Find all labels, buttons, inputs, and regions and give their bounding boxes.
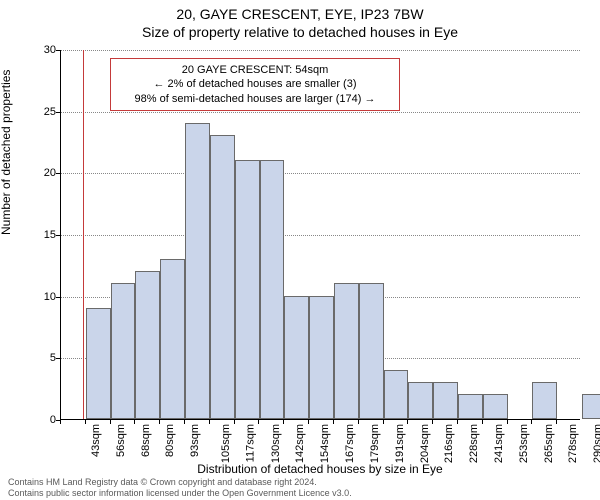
x-tick-label: 130sqm [270,424,282,463]
x-tick-label: 105sqm [220,424,232,463]
histogram-bar [532,382,557,419]
x-tick-label: 265sqm [543,424,555,463]
x-tick-mark [258,420,259,424]
histogram-bar [210,135,235,419]
x-tick-label: 179sqm [369,424,381,463]
x-tick-label: 142sqm [295,424,307,463]
y-axis-label: Number of detached properties [0,70,13,235]
histogram-bar [309,296,334,419]
annotation-line: 20 GAYE CRESCENT: 54sqm [119,63,391,77]
x-tick-mark [482,420,483,424]
x-tick-mark [159,420,160,424]
annotation-box: 20 GAYE CRESCENT: 54sqm← 2% of detached … [110,58,400,111]
y-tick-label: 30 [26,44,56,56]
histogram-bar [260,160,285,419]
x-tick-mark [407,420,408,424]
histogram-bar [135,271,160,419]
x-tick-label: 253sqm [518,424,530,463]
footer-attribution: Contains HM Land Registry data © Crown c… [8,477,352,498]
x-tick-mark [556,420,557,424]
x-tick-label: 228sqm [468,424,480,463]
x-axis-label: Distribution of detached houses by size … [60,462,580,476]
histogram-bar [160,259,185,419]
y-tick-label: 25 [26,106,56,118]
chart-title: Size of property relative to detached ho… [0,24,600,40]
histogram-bar [111,283,136,419]
gridline [61,50,580,51]
histogram-bar [185,123,210,419]
suptitle: 20, GAYE CRESCENT, EYE, IP23 7BW [0,6,600,22]
histogram-bar [408,382,433,419]
y-tick-mark [56,173,60,174]
y-tick-label: 15 [26,229,56,241]
annotation-line: ← 2% of detached houses are smaller (3) [119,77,391,91]
x-tick-mark [209,420,210,424]
x-tick-mark [308,420,309,424]
footer-line-2: Contains public sector information licen… [8,488,352,498]
x-tick-label: 93sqm [189,424,201,457]
x-tick-mark [358,420,359,424]
annotation-line: 98% of semi-detached houses are larger (… [119,92,391,106]
x-tick-label: 216sqm [443,424,455,463]
x-tick-mark [432,420,433,424]
gridline [61,112,580,113]
x-tick-mark [383,420,384,424]
y-tick-mark [56,112,60,113]
x-tick-label: 117sqm [244,424,256,462]
x-tick-label: 167sqm [344,424,356,463]
x-tick-mark [134,420,135,424]
x-tick-label: 204sqm [419,424,431,463]
y-tick-mark [56,358,60,359]
x-tick-mark [531,420,532,424]
x-tick-mark [283,420,284,424]
x-tick-label: 278sqm [568,424,580,463]
y-tick-label: 20 [26,167,56,179]
x-tick-mark [507,420,508,424]
x-tick-label: 68sqm [140,424,152,457]
footer-line-1: Contains HM Land Registry data © Crown c… [8,477,352,487]
x-tick-label: 191sqm [394,424,406,463]
x-tick-label: 43sqm [90,424,102,457]
x-tick-label: 154sqm [319,424,331,463]
histogram-bar [334,283,359,419]
x-tick-mark [333,420,334,424]
histogram-bar [384,370,409,419]
gridline [61,173,580,174]
histogram-bar [433,382,458,419]
histogram-bar [458,394,483,419]
x-tick-label: 290sqm [592,424,600,463]
y-tick-label: 0 [26,414,56,426]
histogram-bar [359,283,384,419]
x-tick-label: 56sqm [115,424,127,457]
gridline [61,235,580,236]
y-tick-mark [56,50,60,51]
y-tick-label: 10 [26,291,56,303]
histogram-bar [284,296,309,419]
chart-container: 20, GAYE CRESCENT, EYE, IP23 7BW Size of… [0,0,600,500]
x-tick-mark [85,420,86,424]
x-tick-label: 80sqm [164,424,176,457]
histogram-bar [86,308,111,419]
histogram-bar [582,394,600,419]
marker-line [83,50,84,419]
y-tick-mark [56,297,60,298]
x-tick-mark [457,420,458,424]
histogram-bar [483,394,508,419]
x-tick-mark [184,420,185,424]
x-tick-mark [234,420,235,424]
histogram-bar [235,160,260,419]
x-tick-label: 241sqm [493,424,505,463]
x-tick-mark [110,420,111,424]
y-tick-label: 5 [26,352,56,364]
x-tick-mark [60,420,61,424]
y-tick-mark [56,235,60,236]
